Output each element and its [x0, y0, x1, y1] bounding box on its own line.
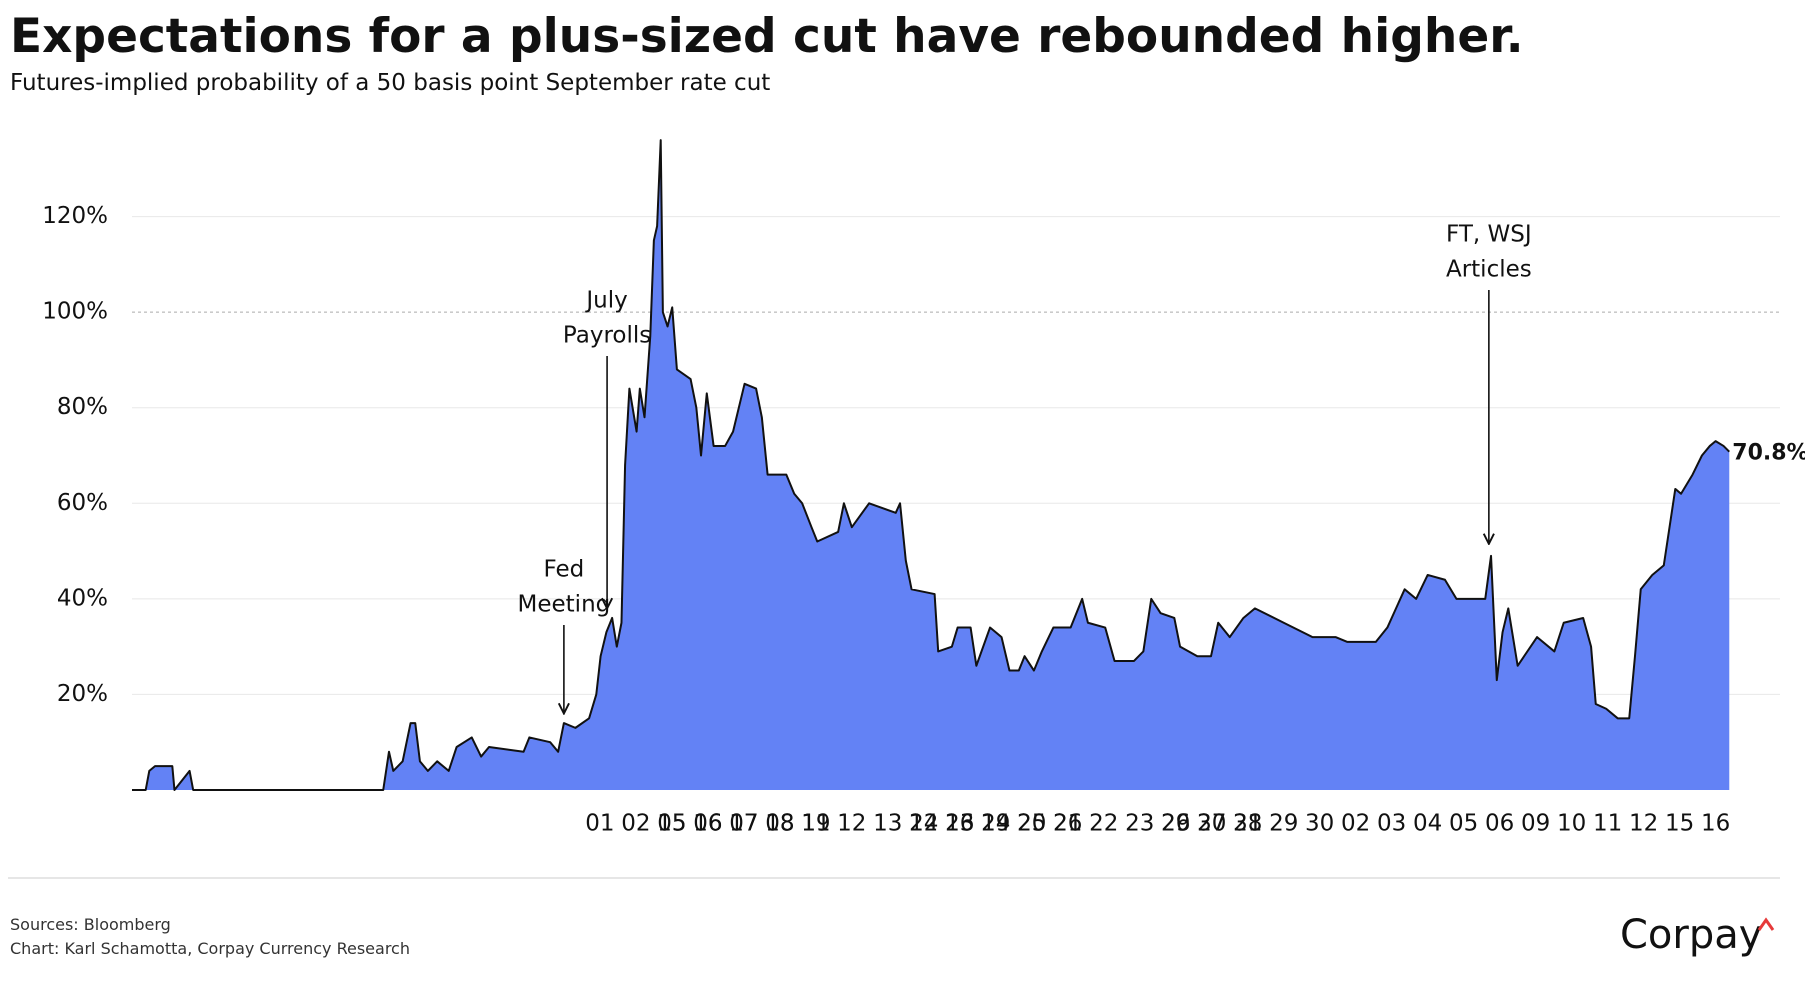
x-tick-label: 16 — [945, 811, 974, 837]
x-tick-label: 11 — [1593, 811, 1622, 837]
x-tick-label: 03 — [1377, 811, 1406, 837]
chart-title: Expectations for a plus-sized cut have r… — [10, 9, 1524, 64]
y-tick-label: 100% — [42, 299, 108, 325]
x-tick-label: 26 — [1161, 811, 1190, 837]
annotation-label: July — [584, 288, 627, 314]
x-tick-label: 23 — [945, 811, 974, 837]
x-tick-label: 22 — [909, 811, 938, 837]
x-tick-label: 30 — [1305, 811, 1334, 837]
source-note: Sources: Bloomberg — [10, 915, 171, 934]
x-tick-label: 31 — [1233, 811, 1262, 837]
area — [132, 140, 1730, 791]
x-tick-label: 16 — [693, 811, 722, 837]
annotation-label: Meeting — [518, 592, 611, 618]
x-tick-label: 28 — [1233, 811, 1262, 837]
x-tick-label: 06 — [693, 811, 722, 837]
x-tick-label: 27 — [1197, 811, 1226, 837]
y-tick-label: 60% — [57, 490, 108, 516]
x-tick-label: 22 — [1089, 811, 1118, 837]
x-tick-label: 16 — [1701, 811, 1730, 837]
x-tick-label: 30 — [1197, 811, 1226, 837]
x-tick-label: 18 — [765, 811, 794, 837]
x-tick-label: 15 — [657, 811, 686, 837]
x-tick-label: 02 — [1341, 811, 1370, 837]
brand-caret — [1757, 917, 1775, 931]
x-tick-label: 04 — [1413, 811, 1442, 837]
x-tick-label: 12 — [1629, 811, 1658, 837]
x-tick-label: 13 — [873, 811, 902, 837]
x-tick-label: 02 — [621, 811, 650, 837]
y-tick-label: 40% — [57, 585, 108, 611]
annotation-label: Articles — [1446, 257, 1532, 283]
y-tick-label: 120% — [42, 203, 108, 229]
end-value-label: 70.8% — [1732, 441, 1805, 466]
grid — [132, 216, 1780, 695]
x-tick-label: 19 — [981, 811, 1010, 837]
brand-logo: Corpay — [1620, 912, 1762, 958]
x-tick-label: 05 — [1449, 811, 1478, 837]
x-tick-label: 07 — [729, 811, 758, 837]
x-tick-label: 19 — [801, 811, 830, 837]
x-tick-label: 05 — [657, 811, 686, 837]
x-tick-label: 26 — [1053, 811, 1082, 837]
x-tick-label: 29 — [1161, 811, 1190, 837]
annotation-label: Fed — [544, 557, 585, 583]
x-tick-label: 14 — [909, 811, 938, 837]
x-tick-label: 08 — [765, 811, 794, 837]
x-tick-label: 21 — [1053, 811, 1082, 837]
x-tick-label: 23 — [1125, 811, 1154, 837]
y-tick-label: 80% — [57, 394, 108, 420]
line — [132, 139, 1730, 791]
annotation-label: FT, WSJ — [1446, 222, 1532, 248]
x-tick-label: 25 — [1017, 811, 1046, 837]
x-tick-label: 29 — [1269, 811, 1298, 837]
x-tick-label: 12 — [837, 811, 866, 837]
x-tick-label: 17 — [729, 811, 758, 837]
x-tick-label: 06 — [1485, 811, 1514, 837]
x-tick-label: 01 — [585, 811, 614, 837]
x-tick-label: 24 — [981, 811, 1010, 837]
y-tick-label: 20% — [57, 681, 108, 707]
x-tick-label: 15 — [1665, 811, 1694, 837]
x-tick-label: 10 — [1557, 811, 1586, 837]
x-tick-label: 09 — [1521, 811, 1550, 837]
chart-subtitle: Futures-implied probability of a 50 basi… — [10, 70, 770, 96]
x-tick-label: 20 — [1017, 811, 1046, 837]
credit-note: Chart: Karl Schamotta, Corpay Currency R… — [10, 939, 410, 958]
annotation-label: Payrolls — [563, 323, 651, 349]
x-tick-label: 11 — [801, 811, 830, 837]
